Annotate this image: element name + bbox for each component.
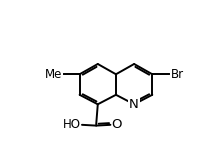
Text: O: O (112, 118, 122, 131)
Text: Me: Me (45, 68, 62, 81)
Text: N: N (129, 98, 139, 111)
Text: Br: Br (171, 68, 184, 81)
Text: HO: HO (63, 118, 81, 131)
